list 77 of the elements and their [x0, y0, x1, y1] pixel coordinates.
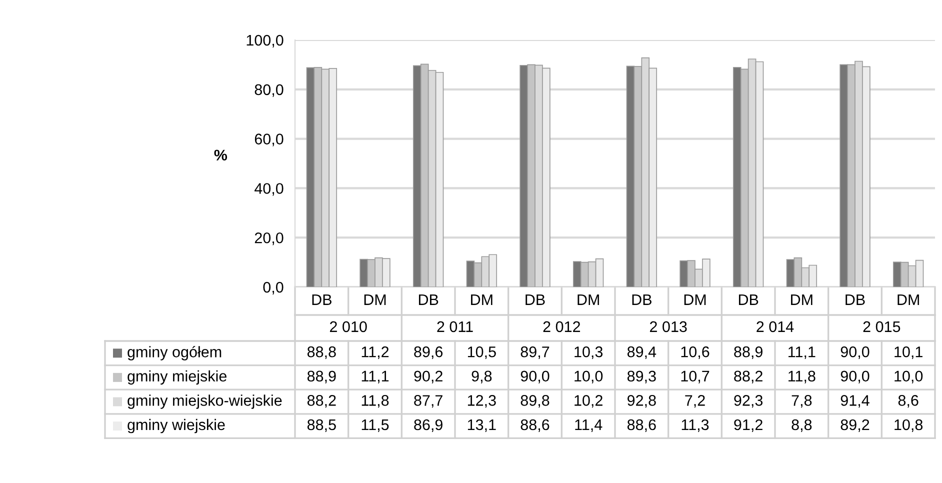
x-tick-label: DB: [632, 294, 652, 305]
data-label: 89,8: [520, 395, 550, 408]
data-label: 10,6: [681, 346, 710, 360]
x-tick-label: DB: [418, 294, 438, 305]
data-label: 9,8: [472, 370, 492, 384]
y-tick-label: 80,0: [254, 84, 284, 97]
data-label: 10,7: [681, 370, 710, 384]
data-label: 90,0: [520, 370, 550, 384]
x-tick-label: DM: [898, 294, 919, 305]
data-label: 91,2: [734, 419, 762, 432]
data-label: 88,6: [627, 419, 656, 432]
data-label: 90,2: [414, 370, 442, 384]
legend-label: gminy miejsko-wiejskie: [128, 394, 282, 409]
data-label: 89,3: [627, 370, 656, 384]
x-tick-label: DM: [791, 294, 812, 305]
x-tick-label: DM: [364, 294, 386, 305]
data-label: 10,8: [894, 419, 923, 432]
data-label: 11,2: [362, 346, 389, 360]
data-label: 88,5: [307, 419, 336, 432]
text: 2 012: [543, 321, 580, 332]
data-label: 89,7: [520, 346, 550, 360]
data-label: 10,0: [574, 370, 603, 384]
data-label: 11,8: [362, 395, 389, 408]
text: 2 015: [863, 321, 900, 332]
data-label: 92,3: [734, 395, 763, 408]
data-label: 89,2: [840, 419, 870, 432]
x-tick-label: DB: [526, 294, 545, 305]
text: 2 013: [650, 321, 687, 332]
text: 2 014: [756, 321, 794, 332]
y-tick-label: 60,0: [254, 134, 284, 146]
x-tick-label: DM: [684, 294, 706, 305]
x-tick-label: DB: [738, 294, 758, 305]
data-label: 8,8: [792, 419, 812, 432]
y-tick-label: 0,0: [263, 282, 284, 294]
data-label: 88,2: [307, 395, 336, 408]
data-label: 10,3: [574, 346, 603, 360]
data-label: 11,1: [362, 370, 389, 384]
x-tick-label: DB: [312, 294, 332, 305]
x-tick-label: DB: [846, 294, 865, 305]
data-label: 8,6: [898, 395, 918, 408]
data-label: 10,0: [894, 370, 923, 384]
data-label: 89,6: [414, 346, 443, 360]
text: 2 011: [437, 321, 473, 332]
data-label: 7,8: [792, 395, 812, 408]
data-label: 11,4: [575, 419, 602, 432]
y-tick-label: 20,0: [254, 232, 284, 246]
data-label: 11,3: [682, 419, 709, 432]
data-label: 91,4: [840, 395, 870, 408]
data-label: 12,3: [468, 395, 496, 408]
y-tick-label: 40,0: [254, 183, 284, 196]
data-label: 88,9: [734, 346, 762, 360]
data-label: 10,2: [574, 395, 602, 408]
x-tick-label: DM: [471, 294, 492, 305]
legend-label: gminy ogółem: [128, 346, 222, 360]
y-axis-title: %: [214, 150, 228, 160]
data-label: 13,1: [468, 419, 496, 432]
text: 2 010: [330, 321, 367, 332]
data-label: 87,7: [414, 395, 442, 408]
y-tick-label: 100,0: [246, 34, 284, 48]
x-tick-label: DM: [578, 294, 599, 305]
data-label: 11,8: [788, 370, 816, 384]
data-label: 88,9: [307, 370, 336, 384]
data-label: 90,0: [840, 370, 870, 384]
data-label: 90,0: [840, 346, 870, 360]
data-label: 11,1: [788, 346, 816, 360]
data-label: 11,5: [362, 419, 389, 432]
data-label: 86,9: [414, 419, 442, 432]
data-label: 88,8: [307, 346, 336, 360]
legend-label: gminy wiejskie: [128, 418, 225, 434]
data-label: 89,4: [627, 346, 656, 360]
data-label: 92,8: [628, 395, 656, 408]
data-label: 7,2: [685, 395, 705, 408]
data-label: 88,6: [520, 419, 550, 432]
data-label: 10,5: [468, 346, 496, 360]
data-label: 88,2: [734, 370, 762, 384]
legend-label: gminy miejskie: [128, 370, 226, 385]
data-label: 10,1: [894, 346, 922, 360]
